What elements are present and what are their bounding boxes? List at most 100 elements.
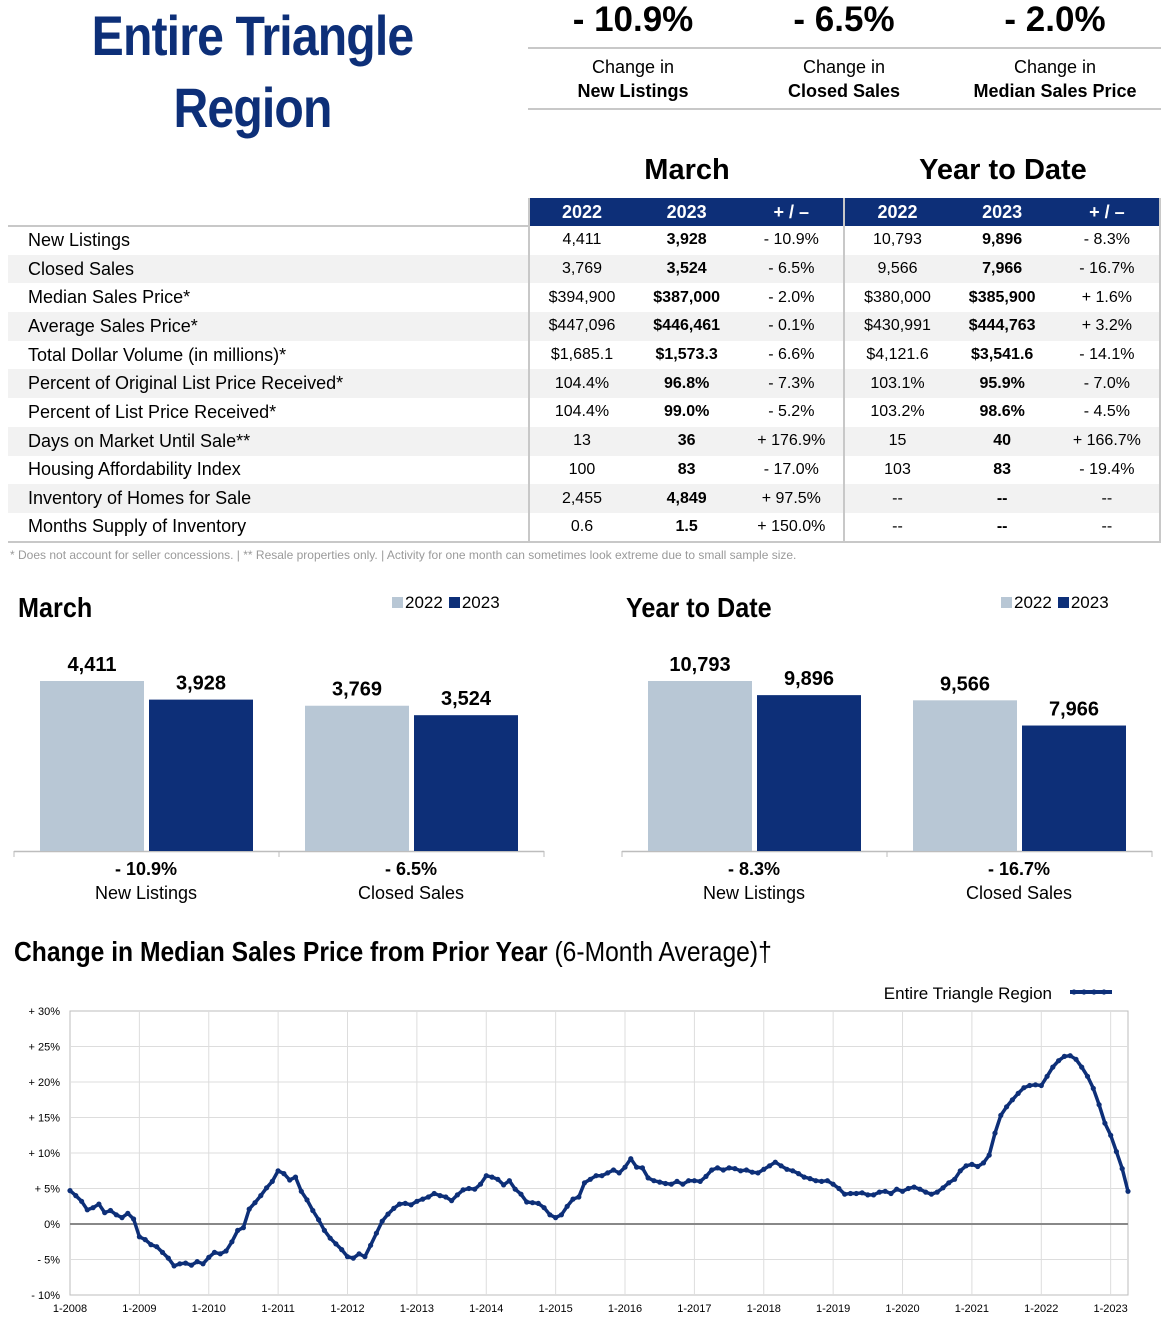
data-point (495, 1176, 501, 1182)
data-point (969, 1161, 975, 1167)
row-label: Median Sales Price* (28, 287, 191, 308)
cell-month-2022: 104.4% (527, 369, 635, 399)
bar-chart-ytd: 10,793 9,896 - 8.3% New Listings 9,566 7,966 -… (621, 654, 1153, 903)
data-point (408, 1202, 414, 1208)
data-point (425, 1194, 431, 1200)
data-point (125, 1210, 131, 1216)
data-point (975, 1163, 981, 1170)
data-point (819, 1178, 825, 1184)
data-point (853, 1190, 859, 1197)
data-point (1032, 1082, 1039, 1088)
data-point (738, 1168, 744, 1174)
data-point (928, 1191, 935, 1197)
category-label: New Listings (95, 883, 197, 903)
cell-ytd-change: + 1.6% (1054, 283, 1162, 313)
data-point (304, 1197, 310, 1203)
data-point (524, 1199, 530, 1205)
cell-ytd-change: - 8.3% (1054, 226, 1162, 255)
legend-swatch-2023 (1057, 597, 1069, 608)
bar-value-label: 3,928 (176, 673, 226, 695)
data-point (188, 1262, 194, 1268)
data-point (894, 1186, 900, 1192)
y-tick-label: + 5% (35, 1184, 61, 1196)
data-point (714, 1165, 721, 1171)
data-point (599, 1173, 605, 1179)
data-point (680, 1181, 686, 1187)
data-point (547, 1212, 553, 1218)
data-point (402, 1200, 408, 1206)
table-row: Days on Market Until Sale** 13 36 + 176.9% 1… (8, 426, 1162, 456)
data-point (1038, 1082, 1044, 1089)
data-point (905, 1185, 911, 1192)
cell-month-change: + 97.5% (739, 484, 846, 513)
column-header: 2022 (844, 198, 950, 226)
y-tick-label: + 30% (29, 1006, 61, 1018)
data-point (865, 1192, 871, 1198)
data-point (761, 1166, 767, 1172)
row-label: Closed Sales (28, 258, 135, 279)
data-point (940, 1185, 946, 1191)
data-point (767, 1163, 773, 1169)
kpi-median-price: - 2.0% Change in Median Sales Price (950, 0, 1160, 103)
legend-marker (1071, 989, 1077, 995)
data-point (622, 1164, 628, 1170)
table-row: Total Dollar Volume (in millions)* $1,685… (8, 340, 1162, 370)
bar-value-label: 3,769 (332, 679, 382, 701)
cell-ytd-change: -- (1054, 512, 1162, 543)
bar-value-label: 7,966 (1049, 699, 1099, 721)
cell-month-change: - 5.2% (739, 398, 846, 427)
data-point (587, 1176, 593, 1182)
bar-2022-1 (913, 700, 1017, 851)
cell-month-2022: $394,900 (527, 283, 635, 313)
kpi-value: - 6.5% (793, 0, 895, 39)
data-point (778, 1163, 784, 1169)
data-point (1079, 1064, 1085, 1070)
table-row: Median Sales Price* $394,900 $387,000 - 2.0… (8, 283, 1162, 313)
data-point (443, 1194, 449, 1200)
page-title: Entire Triangle Region (70, 0, 436, 144)
cell-month-2023: 96.8% (663, 374, 710, 392)
cell-month-2023: 36 (677, 432, 696, 450)
data-point (946, 1180, 952, 1186)
series-line (68, 1053, 1130, 1268)
column-header: 2023 (949, 198, 1055, 226)
cell-month-change: - 7.3% (739, 369, 846, 399)
data-point (703, 1173, 709, 1179)
data-point (391, 1205, 397, 1211)
cell-ytd-2023: 98.6% (979, 403, 1025, 421)
x-tick-label: 1-2014 (469, 1303, 503, 1315)
data-point (310, 1207, 316, 1214)
data-point (362, 1254, 368, 1260)
data-point (344, 1254, 351, 1260)
line-chart-title: Change in Median Sales Price from Prior … (14, 936, 772, 968)
cell-month-2023: $1,573.3 (655, 346, 718, 364)
cell-ytd-2022: $380,000 (864, 288, 931, 306)
row-label: Housing Affordability Index (28, 459, 241, 480)
category-label: Closed Sales (966, 883, 1072, 903)
cell-month-2023: 83 (677, 460, 696, 478)
kpi-value: - 10.9% (572, 0, 694, 39)
cell-month-2023: $446,461 (653, 317, 721, 335)
data-point (726, 1165, 732, 1171)
period-heading-month: March (644, 154, 730, 186)
table-row: Housing Affordability Index 100 83 - 17.0% 1… (8, 455, 1162, 485)
data-point (876, 1189, 883, 1195)
line-chart-title-main: Change in Median Sales Price from Prior … (14, 936, 548, 967)
period-heading-ytd: Year to Date (919, 154, 1087, 186)
data-point (142, 1237, 148, 1243)
data-point (743, 1167, 750, 1173)
data-point (449, 1198, 455, 1204)
data-point (102, 1210, 108, 1216)
data-point (605, 1170, 611, 1176)
data-point (206, 1254, 212, 1260)
data-point (709, 1167, 715, 1173)
data-point (558, 1212, 565, 1218)
data-point (287, 1177, 293, 1183)
data-point (842, 1191, 848, 1197)
category-change: - 10.9% (115, 859, 177, 879)
table-row: New Listings 4,411 3,928 - 10.9% 10,793 9,896… (8, 226, 1162, 255)
data-point (431, 1190, 437, 1197)
data-point (512, 1186, 518, 1192)
bar-2023-0 (149, 699, 253, 851)
cell-month-change: - 10.9% (739, 226, 846, 255)
